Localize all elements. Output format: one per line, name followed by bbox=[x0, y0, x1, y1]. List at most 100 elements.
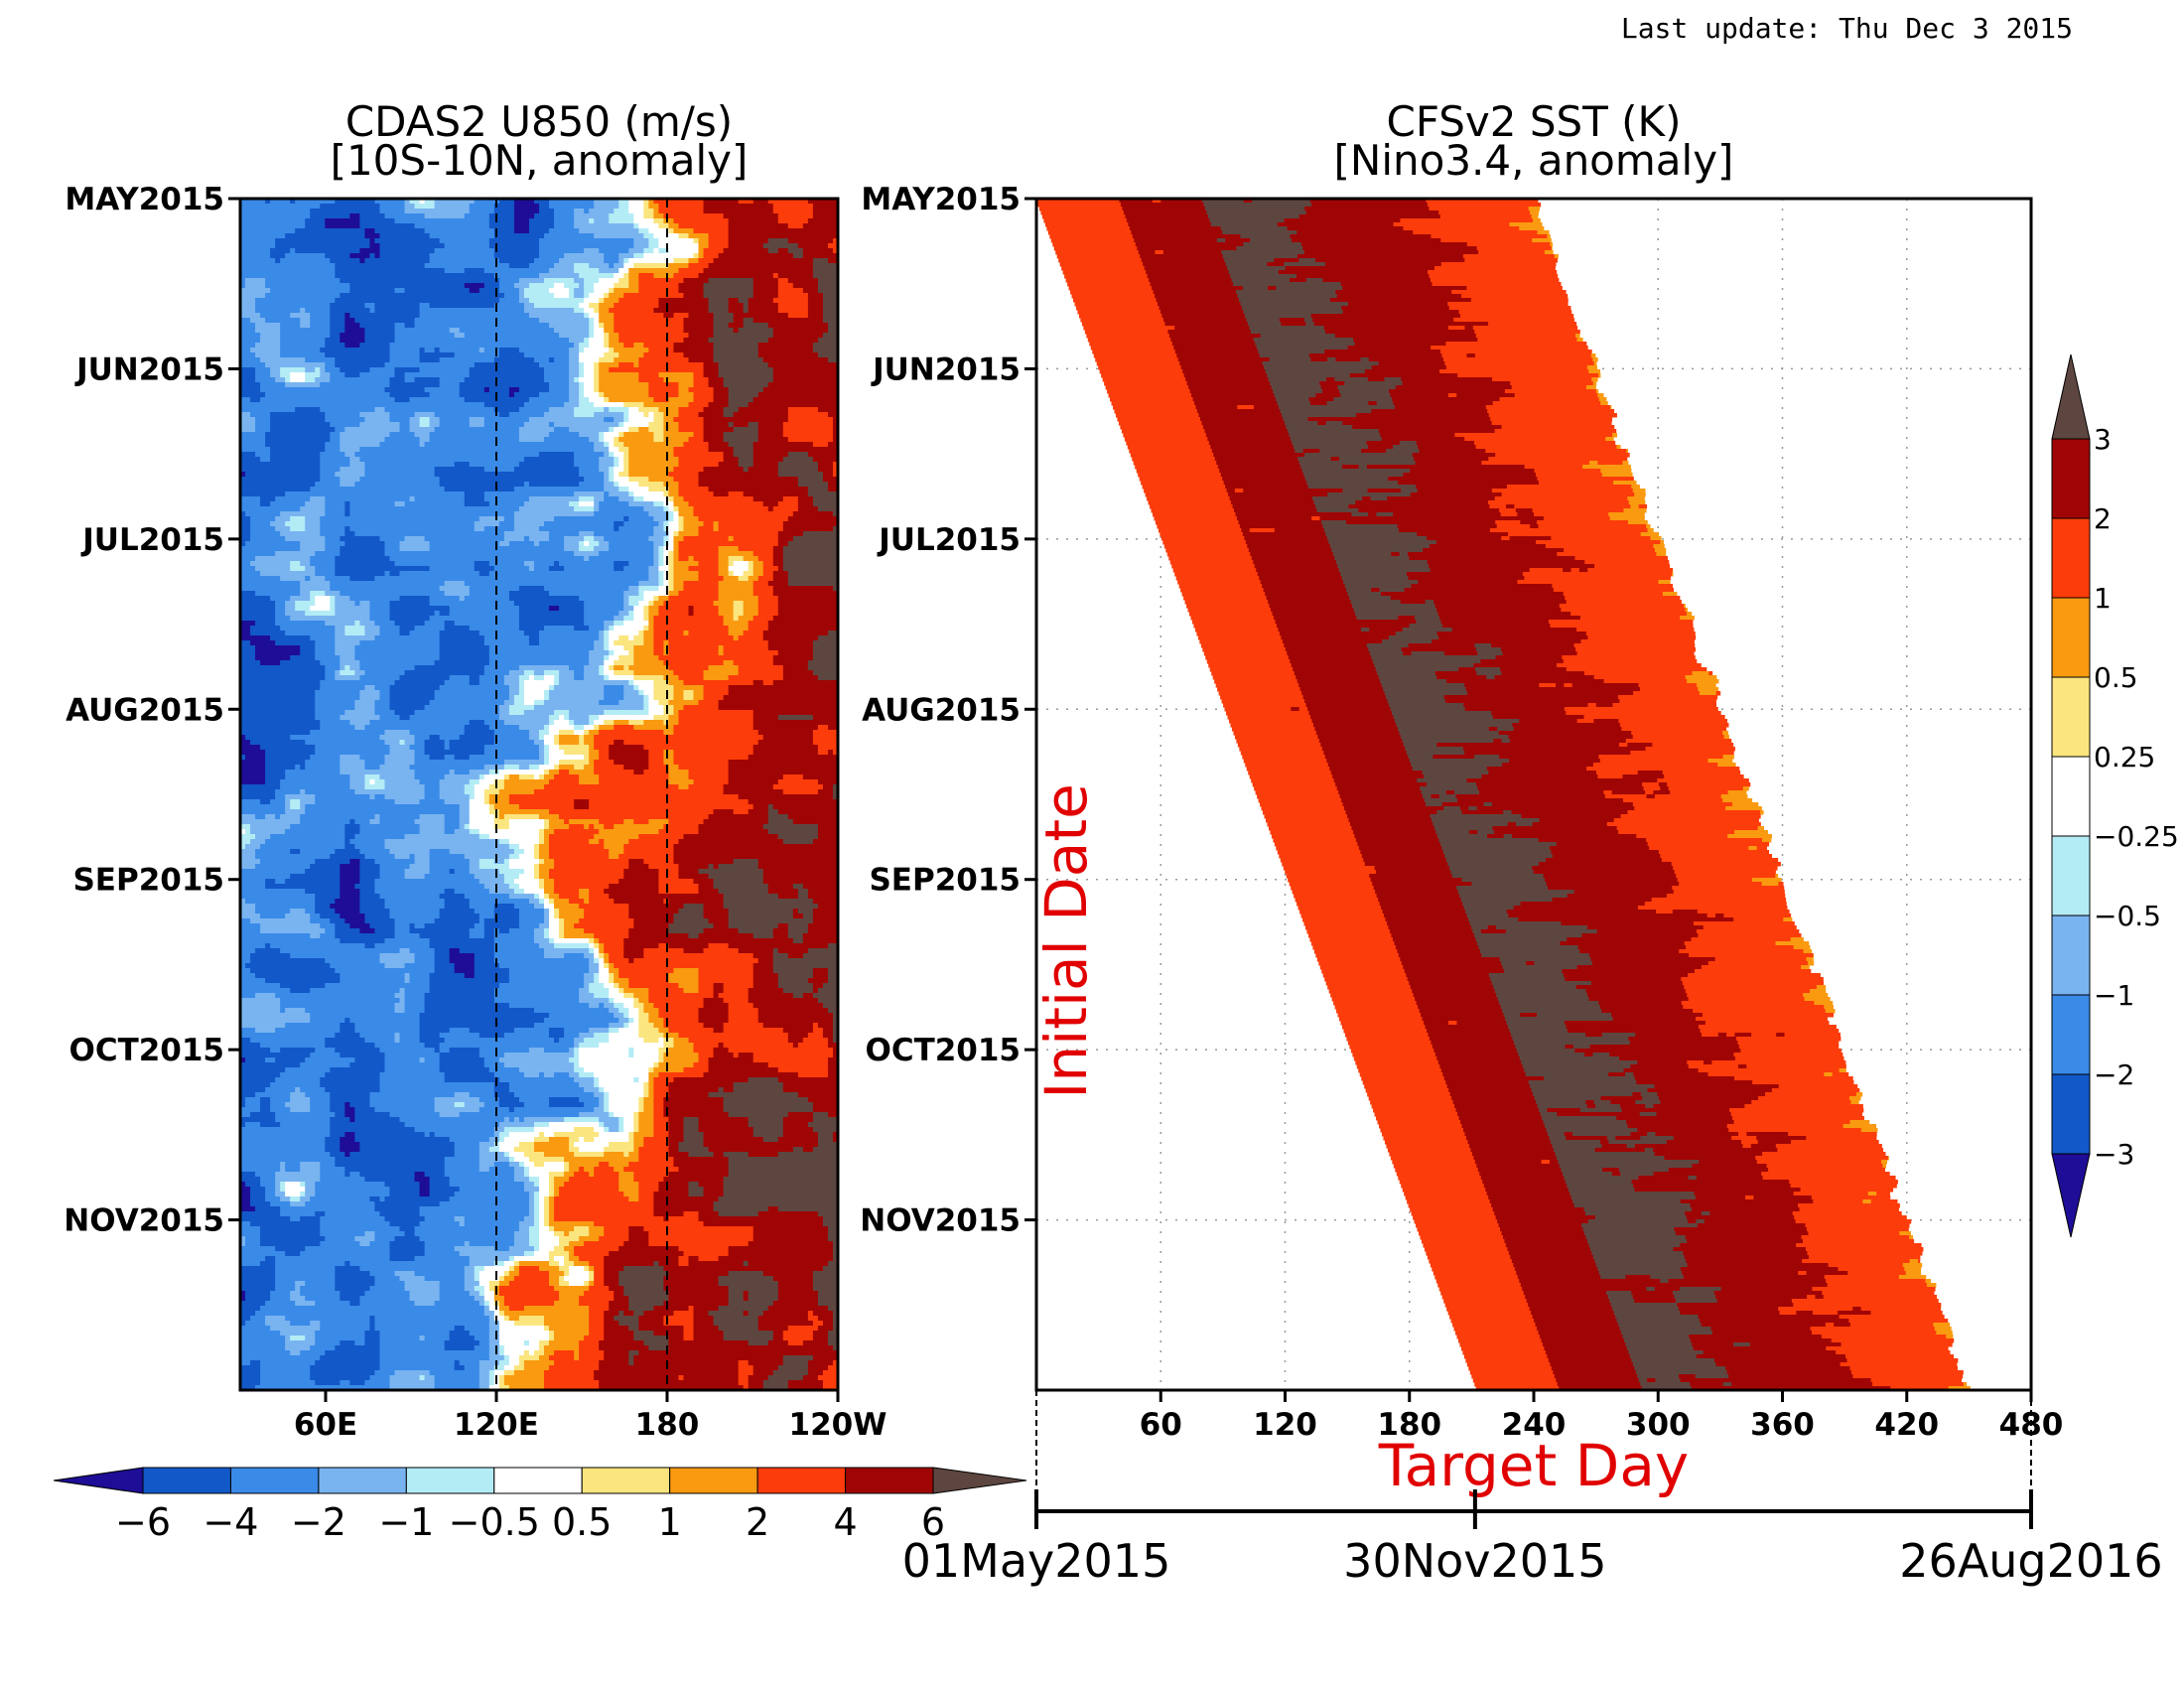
u850-cell bbox=[440, 293, 446, 299]
u850-cell bbox=[633, 308, 639, 314]
u850-cell bbox=[569, 293, 575, 299]
u850-cell bbox=[320, 328, 326, 334]
u850-cell bbox=[470, 238, 476, 244]
u850-cell bbox=[450, 298, 456, 304]
u850-cell bbox=[509, 352, 515, 358]
u850-cell bbox=[379, 362, 385, 368]
u850-cell bbox=[719, 397, 725, 403]
u850-cell bbox=[668, 209, 674, 214]
u850-cell bbox=[609, 348, 614, 353]
u850-cell bbox=[704, 352, 710, 358]
u850-cell bbox=[599, 343, 605, 349]
u850-cell bbox=[335, 258, 341, 264]
u850-cell bbox=[519, 352, 525, 358]
u850-cell bbox=[509, 313, 515, 319]
u850-cell bbox=[803, 308, 809, 314]
u850-cell bbox=[594, 218, 600, 224]
u850-cell bbox=[460, 328, 466, 334]
u850-cell bbox=[465, 228, 471, 234]
u850-cell bbox=[539, 213, 545, 219]
u850-cell bbox=[455, 218, 461, 224]
u850-cell bbox=[305, 303, 311, 309]
u850-cell bbox=[275, 318, 281, 324]
u850-cell bbox=[618, 293, 624, 299]
u850-cell bbox=[724, 348, 730, 353]
u850-cell bbox=[609, 209, 614, 214]
u850-cell bbox=[300, 263, 306, 269]
u850-cell bbox=[763, 387, 769, 393]
u850-cell bbox=[788, 278, 794, 284]
u850-cell bbox=[744, 333, 750, 339]
u850-cell bbox=[658, 357, 664, 363]
u850-cell bbox=[265, 382, 271, 388]
u850-cell bbox=[325, 338, 331, 344]
u850-cell bbox=[275, 397, 281, 403]
u850-cell bbox=[559, 268, 565, 274]
u850-cell bbox=[788, 397, 794, 403]
u850-cell bbox=[369, 372, 375, 378]
u850-cell bbox=[344, 258, 350, 264]
u850-cell bbox=[618, 288, 624, 294]
u850-cell bbox=[509, 318, 515, 324]
u850-cell bbox=[470, 288, 476, 294]
u850-cell bbox=[638, 233, 644, 239]
u850-cell bbox=[574, 352, 580, 358]
u850-cell bbox=[584, 213, 590, 219]
u850-cell bbox=[364, 283, 370, 289]
u850-cell bbox=[425, 357, 431, 363]
u850-cell bbox=[499, 303, 505, 309]
u850-cell bbox=[484, 293, 490, 299]
u850-cell bbox=[554, 338, 560, 344]
u850-cell bbox=[354, 328, 360, 334]
u850-cell bbox=[673, 238, 679, 244]
u850-cell bbox=[305, 283, 311, 289]
u850-cell bbox=[704, 357, 710, 363]
u850-cell bbox=[379, 387, 385, 393]
u850-cell bbox=[828, 313, 834, 319]
u850-cell bbox=[374, 223, 380, 229]
u850-cell bbox=[628, 293, 634, 299]
u850-cell bbox=[300, 382, 306, 388]
u850-cell bbox=[744, 308, 750, 314]
u850-cell bbox=[395, 283, 401, 289]
u850-cell bbox=[250, 338, 256, 344]
u850-cell bbox=[250, 248, 256, 254]
u850-cell bbox=[460, 204, 466, 210]
u850-cell bbox=[594, 288, 600, 294]
u850-cell bbox=[359, 313, 365, 319]
u850-cell bbox=[410, 238, 416, 244]
u850-cell bbox=[678, 352, 684, 358]
u850-cell bbox=[344, 323, 350, 329]
u850-cell bbox=[245, 338, 251, 344]
u850-cell bbox=[415, 213, 421, 219]
u850-cell bbox=[395, 323, 401, 329]
u850-cell bbox=[643, 377, 649, 383]
u850-cell bbox=[813, 298, 819, 304]
u850-cell bbox=[300, 362, 306, 368]
u850-cell bbox=[793, 243, 799, 249]
u850-cell bbox=[395, 303, 401, 309]
u850-cell bbox=[678, 268, 684, 274]
u850-cell bbox=[604, 308, 610, 314]
u850-cell bbox=[499, 308, 505, 314]
u850-cell bbox=[609, 367, 614, 373]
u850-cell bbox=[689, 318, 695, 324]
u850-cell bbox=[564, 328, 570, 334]
u850-cell bbox=[509, 392, 515, 398]
u850-cell bbox=[638, 308, 644, 314]
u850-cell bbox=[524, 298, 530, 304]
u850-cell bbox=[280, 298, 286, 304]
u850-cell bbox=[435, 333, 441, 339]
u850-cell bbox=[643, 313, 649, 319]
u850-cell bbox=[470, 303, 476, 309]
u850-cell bbox=[663, 387, 669, 393]
u850-cell bbox=[354, 303, 360, 309]
u850-cell bbox=[729, 343, 735, 349]
u850-cell bbox=[633, 273, 639, 279]
u850-cell bbox=[739, 397, 745, 403]
u850-cell bbox=[798, 243, 804, 249]
u850-cell bbox=[678, 323, 684, 329]
u850-cell bbox=[435, 308, 441, 314]
u850-cell bbox=[504, 233, 510, 239]
u850-cell bbox=[359, 357, 365, 363]
